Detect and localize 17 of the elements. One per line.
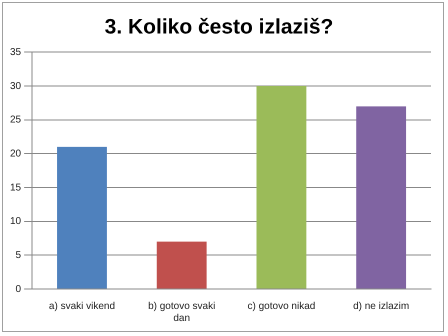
y-tick-label: 30 bbox=[10, 80, 22, 92]
y-tick-label: 5 bbox=[16, 250, 22, 261]
x-tick-label: d) ne izlazim bbox=[353, 300, 410, 312]
y-tick-label: 10 bbox=[10, 216, 22, 228]
bar bbox=[57, 146, 107, 288]
x-tick-label: c) gotovo nikad bbox=[248, 300, 316, 312]
x-tick-label: a) svaki vikend bbox=[48, 300, 116, 312]
y-tick-label: 25 bbox=[10, 114, 22, 126]
bar bbox=[356, 106, 406, 288]
chart-title: 3. Koliko često izlaziš? bbox=[104, 15, 334, 38]
y-tick-label: 20 bbox=[10, 148, 22, 160]
bar bbox=[256, 86, 306, 288]
y-tick-label: 35 bbox=[10, 46, 22, 58]
y-tick-label: 0 bbox=[16, 284, 22, 295]
x-tick-label: b) gotovo svaki dan bbox=[148, 300, 216, 324]
bar bbox=[156, 242, 207, 288]
y-tick-label: 15 bbox=[10, 182, 22, 194]
